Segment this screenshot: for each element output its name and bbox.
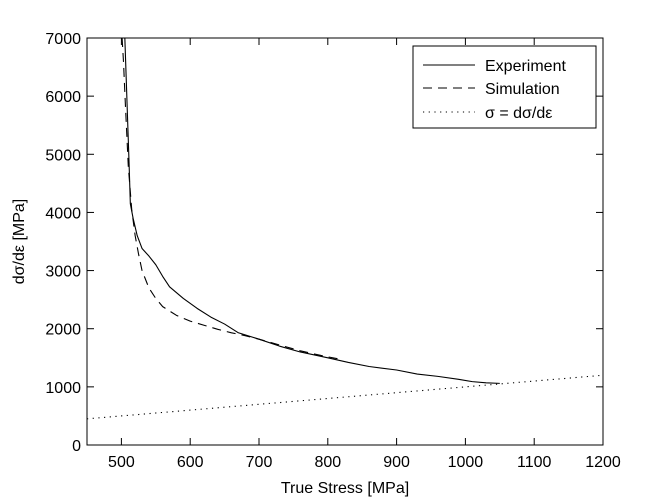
x-tick-label: 900 — [383, 454, 410, 471]
x-tick-label: 600 — [177, 454, 204, 471]
y-tick-label: 1000 — [45, 380, 81, 397]
y-tick-label: 4000 — [45, 205, 81, 222]
y-tick-label: 7000 — [45, 31, 81, 48]
axes-frame — [86, 37, 604, 446]
series-line-dashed — [121, 38, 342, 361]
y-tick-label: 2000 — [45, 322, 81, 339]
series-line-dotted — [87, 374, 603, 420]
series-layer — [87, 38, 603, 420]
y-tick-label: 3000 — [45, 264, 81, 281]
y-axis-label: dσ/dε [MPa] — [11, 199, 28, 284]
x-tick-label: 1000 — [448, 454, 484, 471]
x-tick-label: 800 — [314, 454, 341, 471]
x-axis-label: True Stress [MPa] — [281, 480, 409, 497]
legend-label-simulation: Simulation — [485, 81, 560, 98]
x-tick-label: 700 — [246, 454, 273, 471]
y-tick-label: 0 — [72, 438, 81, 455]
x-tick-label: 1200 — [585, 454, 621, 471]
y-tick-label: 6000 — [45, 89, 81, 106]
legend-label-experiment: Experiment — [485, 58, 566, 75]
legend-label-identity: σ = dσ/dε — [485, 105, 552, 122]
series-line-solid — [124, 38, 500, 384]
legend-box — [412, 45, 597, 129]
tick-layer: 500 600 700 800 900 1000 1100 1200 0 1000 2000 3000… — [45, 31, 620, 471]
x-tick-label: 1100 — [517, 454, 552, 471]
x-tick-label: 500 — [108, 454, 135, 471]
y-tick-label: 5000 — [45, 147, 81, 164]
legend: Experiment Simulation σ = dσ/dε — [412, 45, 597, 129]
